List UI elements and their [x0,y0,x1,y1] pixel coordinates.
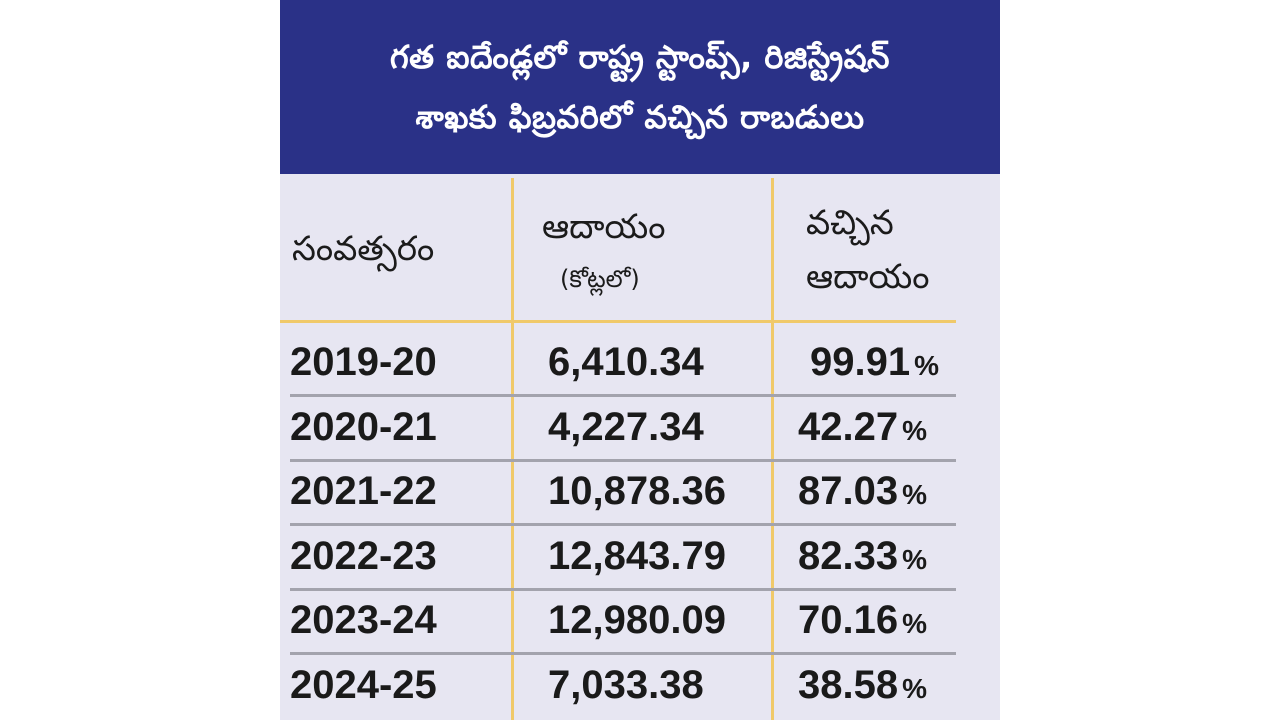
column-divider-1 [511,178,514,720]
percent-sign: % [902,673,928,704]
percent-sign: % [902,608,928,639]
cell-percent: 99.91% [810,337,939,391]
cell-income: 12,980.09 [548,598,726,642]
percent-sign: % [914,350,940,381]
cell-income: 10,878.36 [548,469,726,513]
cell-percent: 87.03% [798,466,927,520]
percent-sign: % [902,415,928,446]
percent-sign: % [902,544,928,575]
percent-value: 99.91 [810,340,911,384]
header-income: ఆదాయం [542,207,666,247]
header-separator [280,320,956,323]
cell-income: 4,227.34 [548,405,704,449]
cell-percent: 38.58% [798,660,927,714]
row-separator [290,523,956,526]
cell-year: 2019-20 [290,340,437,384]
header-income-unit: (కోట్లలో) [560,265,640,293]
cell-income: 6,410.34 [548,340,704,384]
row-separator [290,588,956,591]
column-divider-2 [771,178,774,720]
title-line-2: శాఖకు ఫిబ్రవరిలో వచ్చిన రాబడులు [415,98,865,136]
cell-percent: 70.16% [798,595,927,649]
row-separator [290,652,956,655]
cell-income: 12,843.79 [548,534,726,578]
title-banner: గత ఐదేండ్లలో రాష్ట్ర స్టాంప్స్, రిజిస్ట్… [280,0,1000,174]
row-separator [290,459,956,462]
title-line-1: గత ఐదేండ్లలో రాష్ట్ర స్టాంప్స్, రిజిస్ట్… [390,38,890,76]
cell-year: 2020-21 [290,405,437,449]
percent-value: 70.16 [798,598,899,642]
cell-year: 2021-22 [290,469,437,513]
cell-year: 2023-24 [290,598,437,642]
percent-sign: % [902,479,928,510]
percent-value: 82.33 [798,534,899,578]
cell-percent: 42.27% [798,402,927,456]
cell-percent: 82.33% [798,531,927,585]
cell-year: 2024-25 [290,663,437,707]
cell-income: 7,033.38 [548,663,704,707]
header-received-line2: ఆదాయం [806,257,930,297]
revenue-table-card: గత ఐదేండ్లలో రాష్ట్ర స్టాంప్స్, రిజిస్ట్… [280,0,1000,720]
percent-value: 38.58 [798,663,899,707]
row-separator [290,394,956,397]
percent-value: 42.27 [798,405,899,449]
cell-year: 2022-23 [290,534,437,578]
header-received-line1: వచ్చిన [806,203,894,243]
header-year: సంవత్సరం [292,229,435,269]
percent-value: 87.03 [798,469,899,513]
